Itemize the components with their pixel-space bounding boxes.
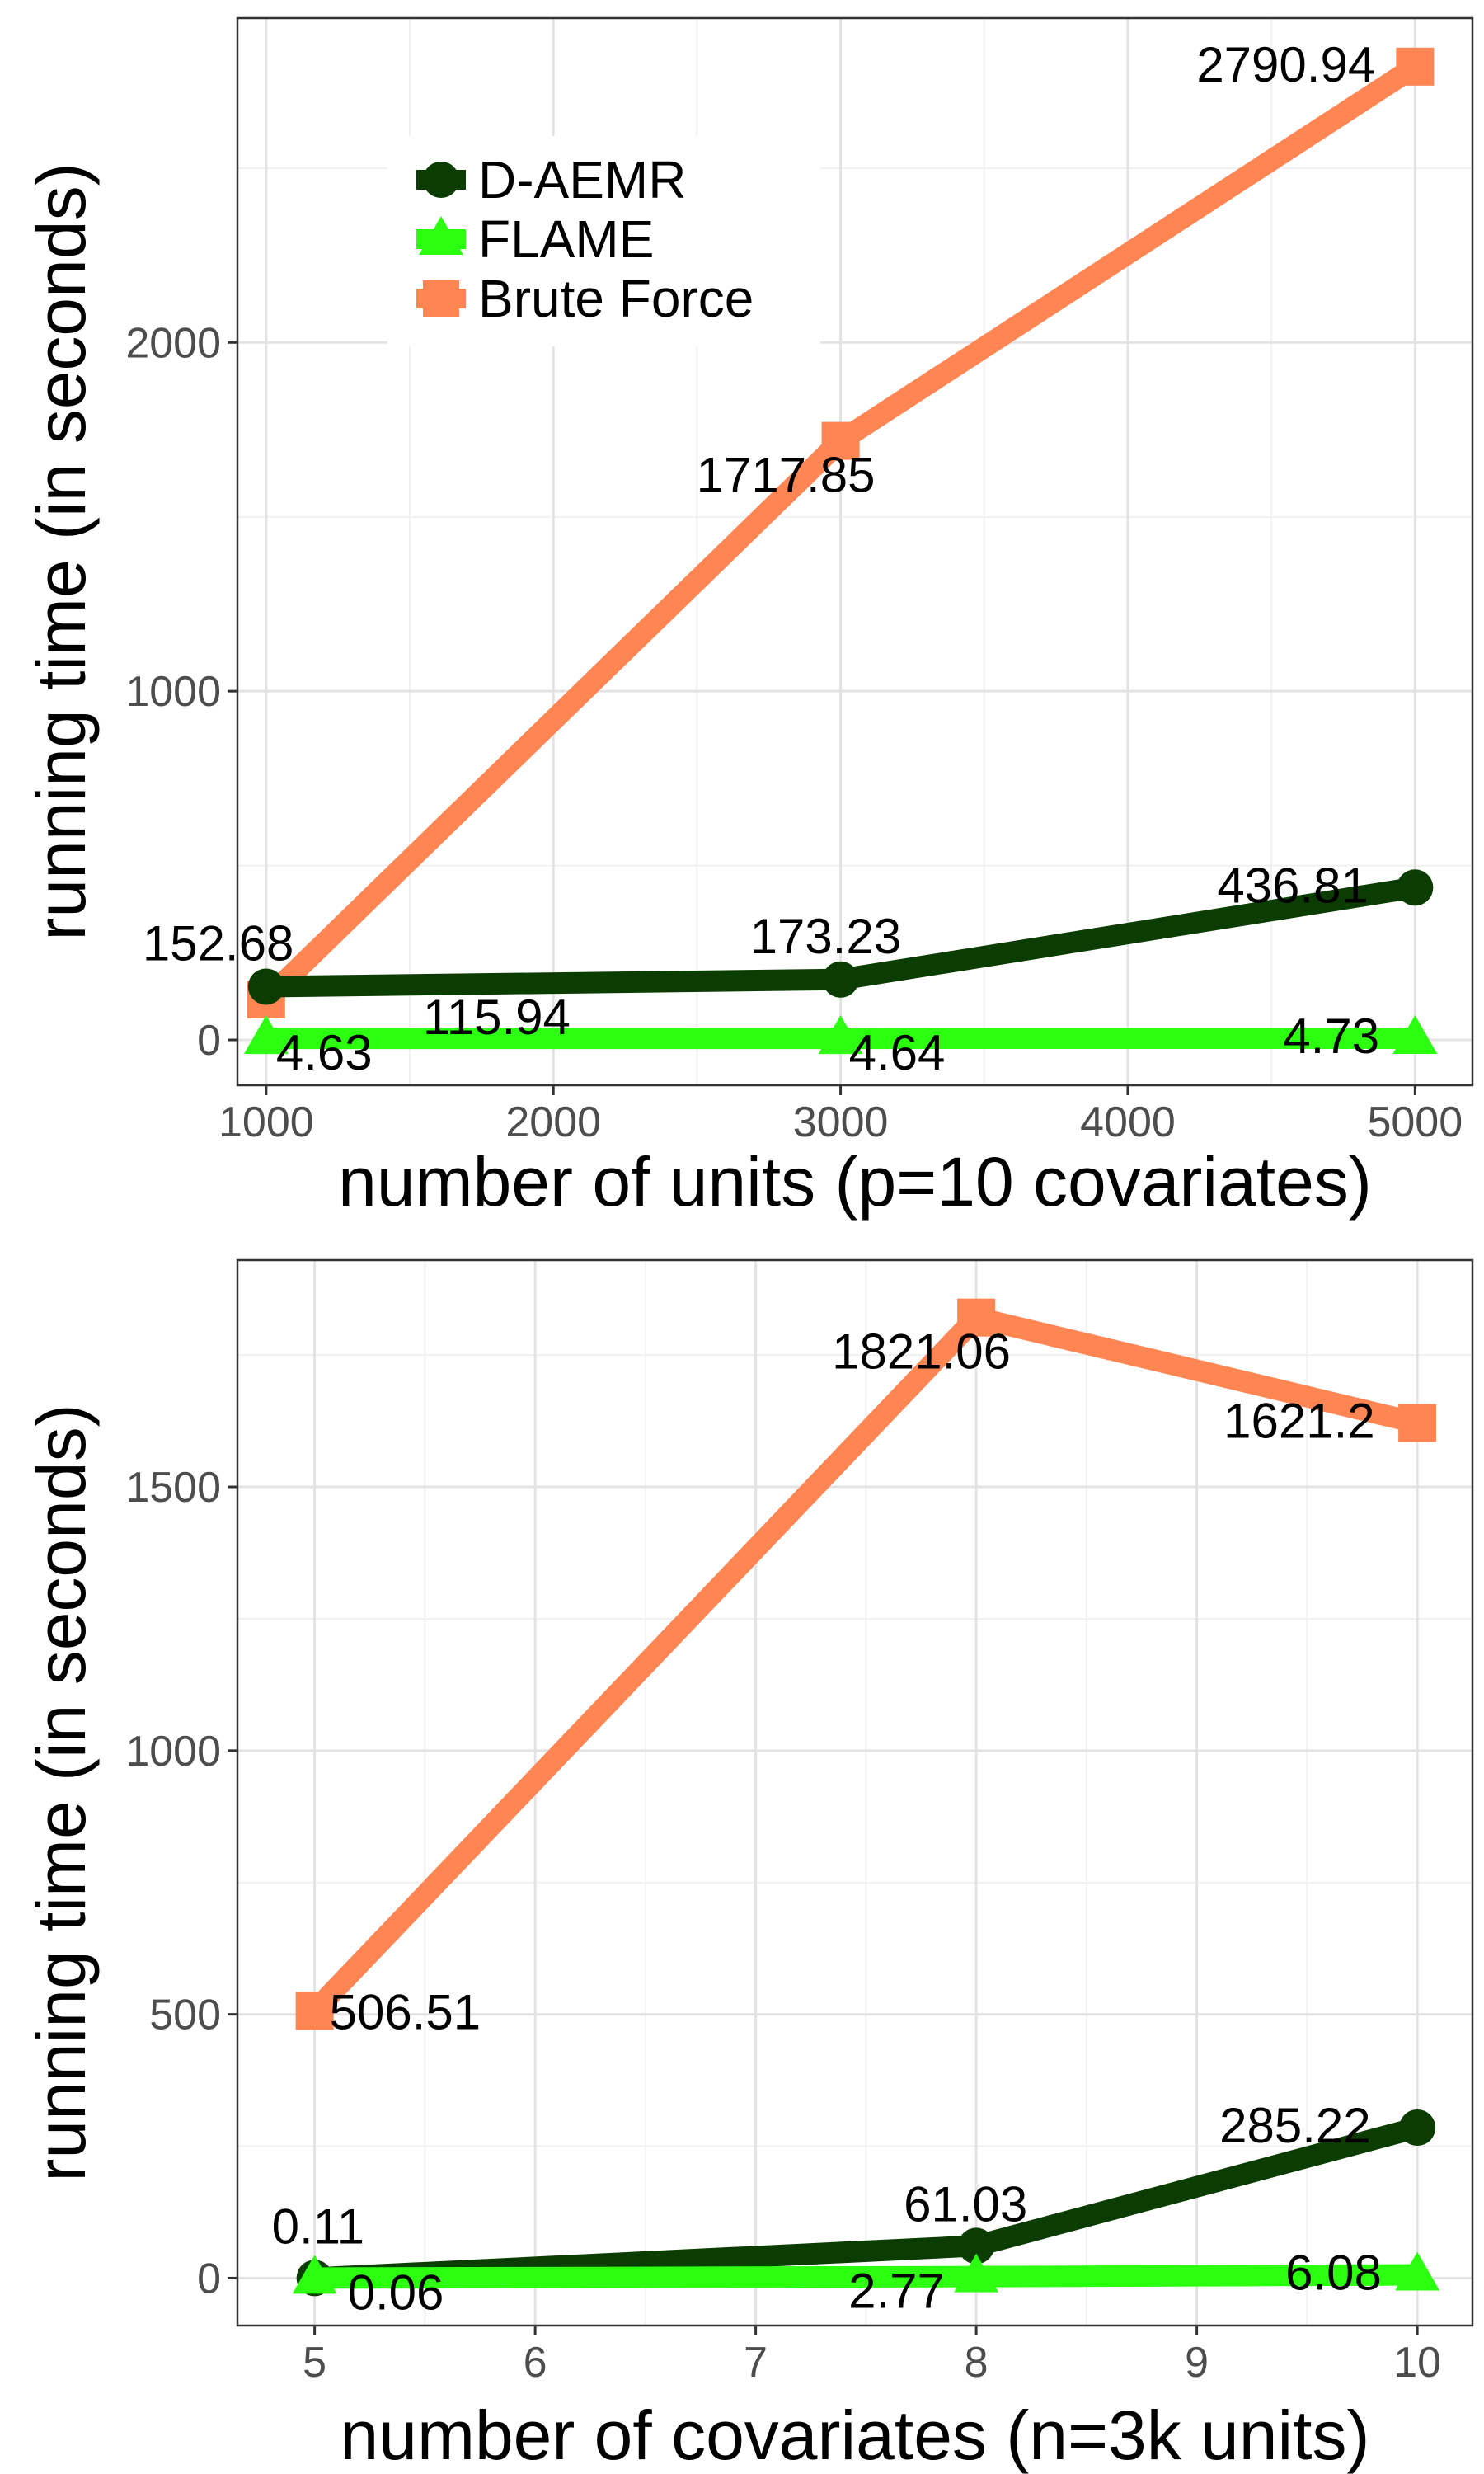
- data-label-brute-force: 1717.85: [697, 448, 876, 503]
- legend: D-AEMR FLAME Brute Force: [387, 136, 820, 346]
- x-tick-label: 5: [303, 2339, 326, 2387]
- y-tick-label: 1500: [125, 1464, 221, 1512]
- legend-marker-flame: [419, 216, 463, 255]
- data-label-d-aemr: 61.03: [904, 2176, 1027, 2232]
- axis-ticks: 5 6 7 8 9 10 0 500 1000 1500: [125, 1464, 1441, 2387]
- y-axis-title: running time (in seconds): [22, 1404, 100, 2181]
- y-tick-label: 1000: [125, 668, 221, 716]
- data-label-d-aemr: 285.22: [1219, 2098, 1371, 2153]
- data-point-brute-force: [295, 1992, 334, 2030]
- data-label-brute-force: 1621.2: [1223, 1394, 1375, 1449]
- plot-area-border: [236, 16, 1474, 1087]
- data-label-layer: 152.68 173.23 436.81 4.63 4.64 4.73 115.94 1717…: [143, 37, 1379, 1080]
- x-tick-label: 1000: [218, 1098, 314, 1146]
- data-label-brute-force: 115.94: [423, 990, 571, 1045]
- legend-marker-brute-force: [423, 280, 459, 317]
- y-tick-label: 500: [149, 1992, 221, 2039]
- data-label-d-aemr: 0.11: [272, 2199, 364, 2254]
- x-axis-title: number of units (p=10 covariates): [338, 1143, 1372, 1221]
- chart-panel-units: 152.68 173.23 436.81 4.63 4.64 4.73 115.94 1717…: [22, 16, 1474, 1221]
- legend-marker-d-aemr: [423, 162, 459, 198]
- data-label-flame: 4.63: [276, 1025, 373, 1080]
- legend-label-flame: FLAME: [478, 209, 654, 269]
- data-point-flame: [1392, 1015, 1438, 1055]
- x-tick-label: 8: [965, 2339, 989, 2387]
- data-label-flame: 0.06: [348, 2265, 444, 2320]
- y-axis-title: running time (in seconds): [22, 162, 100, 940]
- x-tick-label: 7: [744, 2339, 768, 2387]
- legend-item-brute-force: Brute Force: [416, 269, 754, 328]
- data-point-d-aemr: [822, 961, 859, 998]
- data-point-flame: [1395, 2251, 1440, 2291]
- data-label-brute-force: 506.51: [330, 1984, 481, 2039]
- x-axis-title: number of covariates (n=3k units): [340, 2396, 1370, 2474]
- data-label-flame: 6.08: [1285, 2246, 1382, 2301]
- data-point-flame: [954, 2253, 999, 2293]
- y-tick-label: 2000: [125, 319, 221, 367]
- data-label-d-aemr: 152.68: [143, 915, 294, 971]
- legend-label-brute-force: Brute Force: [478, 269, 754, 328]
- x-tick-label: 3000: [793, 1098, 889, 1146]
- chart-panel-covariates: 0.11 61.03 285.22 0.06 2.77 6.08 506.51 1821.06…: [22, 1258, 1474, 2474]
- x-tick-label: 4000: [1080, 1098, 1176, 1146]
- y-tick-label: 0: [197, 2255, 221, 2302]
- data-label-flame: 4.64: [849, 1025, 946, 1080]
- series-layer: [292, 1298, 1440, 2297]
- x-tick-label: 6: [524, 2339, 547, 2387]
- data-label-brute-force: 1821.06: [832, 1324, 1011, 1380]
- y-tick-label: 1000: [125, 1728, 221, 1776]
- data-label-d-aemr: 436.81: [1217, 858, 1369, 913]
- axis-ticks: 1000 2000 3000 4000 5000 0 1000 2000: [125, 319, 1463, 1146]
- legend-item-d-aemr: D-AEMR: [416, 150, 686, 209]
- y-tick-label: 0: [197, 1017, 221, 1065]
- x-tick-label: 10: [1393, 2339, 1441, 2387]
- x-tick-label: 2000: [505, 1098, 601, 1146]
- data-label-layer: 0.11 61.03 285.22 0.06 2.77 6.08 506.51 1821.06…: [272, 1324, 1382, 2321]
- legend-label-d-aemr: D-AEMR: [478, 150, 686, 209]
- x-tick-label: 9: [1185, 2339, 1209, 2387]
- data-point-flame: [292, 2255, 337, 2294]
- data-point-flame: [818, 1015, 863, 1055]
- data-point-d-aemr: [958, 2227, 995, 2265]
- data-point-brute-force: [1396, 47, 1435, 86]
- data-point-d-aemr: [1399, 2109, 1436, 2147]
- data-point-brute-force: [957, 1298, 996, 1337]
- data-point-d-aemr: [1397, 869, 1434, 906]
- data-point-flame: [243, 1015, 289, 1055]
- data-label-flame: 4.73: [1283, 1009, 1379, 1064]
- legend-item-flame: FLAME: [416, 209, 654, 269]
- series-layer: [243, 47, 1438, 1055]
- data-point-d-aemr: [247, 968, 284, 1005]
- data-label-d-aemr: 173.23: [750, 909, 902, 964]
- x-tick-label: 5000: [1367, 1098, 1463, 1146]
- data-point-brute-force: [1398, 1404, 1437, 1442]
- data-point-brute-force: [821, 421, 860, 460]
- data-label-flame: 2.77: [848, 2264, 945, 2319]
- plot-area-border: [236, 1258, 1474, 2327]
- data-label-brute-force: 2790.94: [1196, 37, 1375, 92]
